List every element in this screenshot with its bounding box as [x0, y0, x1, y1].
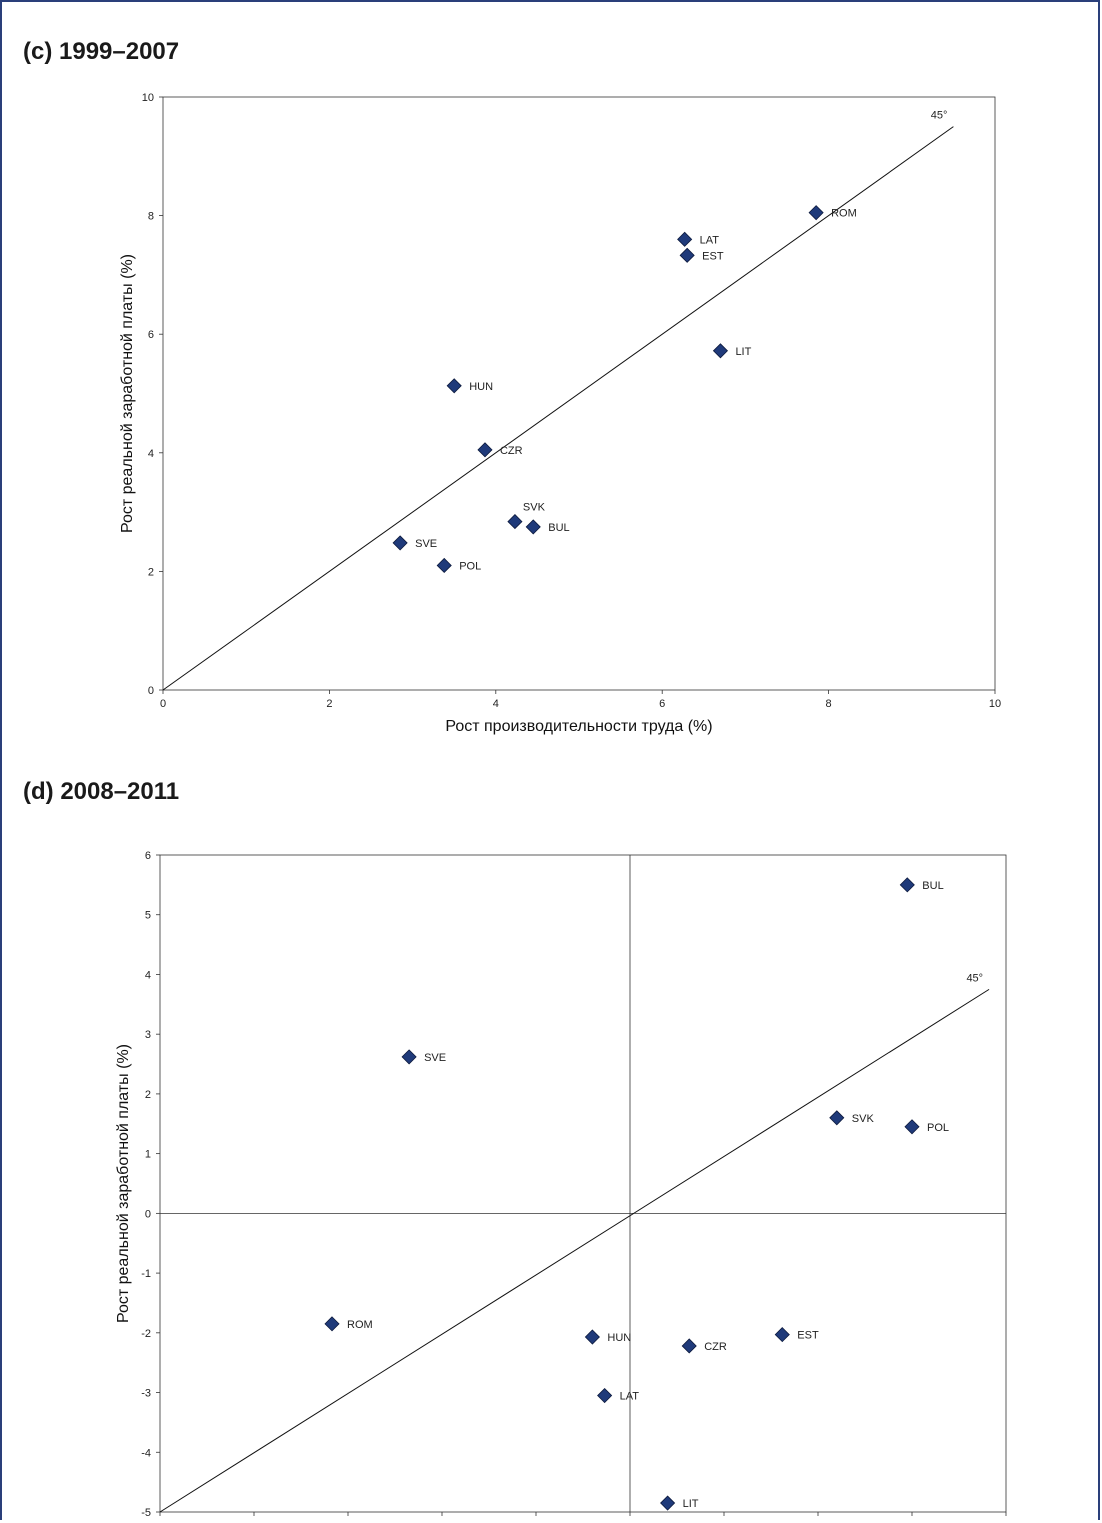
- reference-line-label: 45°: [931, 110, 948, 122]
- y-tick-label: 6: [145, 850, 151, 862]
- y-tick-label: 6: [148, 329, 154, 341]
- data-label-czr: CZR: [704, 1341, 727, 1353]
- y-tick-label: 5: [145, 910, 151, 922]
- data-point-rom: [808, 205, 824, 221]
- data-label-bul: BUL: [922, 880, 943, 892]
- data-point-lit: [712, 343, 729, 359]
- data-point-est: [774, 1327, 790, 1343]
- plot-area: [159, 854, 1007, 1513]
- reference-line-label: 45°: [966, 972, 983, 984]
- data-label-pol: POL: [927, 1122, 949, 1134]
- data-point-hun: [584, 1329, 600, 1345]
- reference-line-45: [159, 988, 990, 1513]
- data-point-rom: [324, 1316, 340, 1332]
- y-tick-label: -5: [141, 1507, 151, 1519]
- x-tick-label: 10: [989, 698, 1001, 710]
- chart-c-scatter: 0 2 4 6 8 10 0 2 4 6 8 10 Рост производительности тр…: [119, 92, 1001, 735]
- y-tick-label: 4: [148, 448, 154, 460]
- y-tick-label: 2: [148, 566, 154, 578]
- data-label-rom: ROM: [347, 1319, 373, 1331]
- data-label-lit: LIT: [735, 346, 751, 358]
- data-point-est: [679, 247, 695, 263]
- data-point-sve: [401, 1049, 417, 1065]
- x-tick-label: 2: [326, 698, 332, 710]
- y-tick-label: 8: [148, 211, 154, 223]
- data-label-hun: HUN: [607, 1332, 631, 1344]
- data-label-pol: POL: [459, 560, 481, 572]
- data-point-bul: [525, 519, 541, 535]
- data-label-svk: SVK: [523, 502, 546, 514]
- y-tick-label: 3: [145, 1029, 151, 1041]
- data-point-czr: [477, 442, 493, 458]
- chart-c-title: (c) 1999–2007: [23, 38, 180, 65]
- y-tick-label: -2: [141, 1328, 151, 1340]
- data-label-est: EST: [797, 1330, 819, 1342]
- y-axis-label: Рост реальной заработной платы (%): [119, 254, 136, 533]
- x-tick-label: 4: [493, 698, 499, 710]
- y-tick-label: -1: [141, 1268, 151, 1280]
- data-label-lit: LIT: [683, 1498, 699, 1510]
- data-point-svk: [829, 1110, 845, 1126]
- data-point-svk: [507, 514, 523, 530]
- data-label-bul: BUL: [548, 522, 569, 534]
- y-tick-label: 10: [142, 92, 154, 104]
- data-point-lit: [660, 1495, 676, 1511]
- chart-d-title: (d) 2008–2011: [23, 778, 180, 805]
- data-point-lat: [677, 231, 693, 247]
- y-axis-label: Рост реальной заработной платы (%): [115, 1044, 132, 1323]
- y-tick-label: 0: [145, 1208, 151, 1220]
- data-point-lat: [597, 1387, 613, 1404]
- y-tick-label: 4: [145, 969, 151, 981]
- y-tick-label: -4: [141, 1447, 151, 1459]
- x-tick-label: 0: [160, 698, 166, 710]
- data-label-czr: CZR: [500, 445, 523, 457]
- data-point-czr: [681, 1338, 697, 1354]
- x-tick-label: 8: [826, 698, 832, 710]
- data-point-pol: [436, 557, 452, 574]
- data-point-sve: [392, 535, 408, 551]
- y-tick-label: 2: [145, 1089, 151, 1101]
- data-label-hun: HUN: [469, 381, 493, 393]
- data-point-pol: [904, 1119, 920, 1135]
- plot-area: [162, 96, 996, 691]
- data-label-lat: LAT: [620, 1391, 640, 1403]
- x-tick-label: 6: [659, 698, 665, 710]
- y-tick-label: 1: [145, 1149, 151, 1161]
- y-tick-label: 0: [148, 685, 154, 697]
- data-label-svk: SVK: [852, 1113, 875, 1125]
- data-label-lat: LAT: [700, 234, 720, 246]
- data-point-hun: [446, 378, 462, 394]
- data-label-sve: SVE: [424, 1052, 446, 1064]
- x-axis-label: Рост производительности труда (%): [445, 718, 712, 735]
- data-label-rom: ROM: [831, 208, 857, 220]
- reference-line-45: [162, 126, 954, 691]
- data-label-est: EST: [702, 250, 724, 262]
- data-label-sve: SVE: [415, 538, 437, 550]
- y-tick-label: -3: [141, 1388, 151, 1400]
- data-point-bul: [899, 877, 915, 893]
